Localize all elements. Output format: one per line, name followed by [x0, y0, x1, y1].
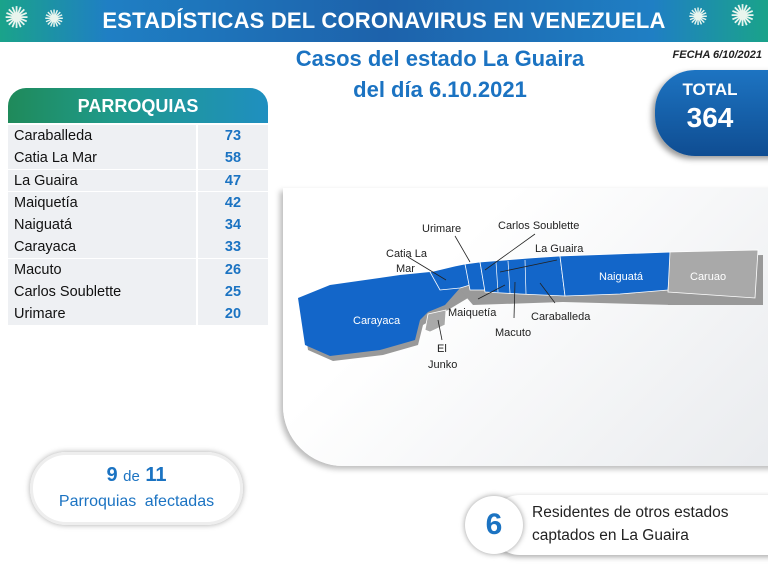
parroquia-count: 47	[198, 169, 268, 192]
parroquia-name: Caraballeda	[8, 125, 196, 147]
table-row: Maiquetía 42	[8, 191, 268, 214]
parroquias-table: Caraballeda 73 Catia La Mar 58 La Guaira 47…	[8, 125, 268, 326]
table-row: Urimare 20	[8, 303, 268, 326]
table-row: La Guaira 47	[8, 169, 268, 192]
residents-line1: Residentes de otros estados	[532, 504, 729, 521]
table-row: Carlos Soublette 25	[8, 281, 268, 303]
header-banner: ✺ ✺ ESTADÍSTICAS DEL CORONAVIRUS EN VENE…	[0, 0, 768, 42]
parroquia-count: 42	[198, 191, 268, 214]
parroquia-name: Catia La Mar	[8, 147, 196, 170]
page-title-line2: del día 6.10.2021	[353, 77, 527, 102]
table-row: Naiguatá 34	[8, 214, 268, 236]
affected-parishes-card: 9 de 11 Parroquias afectadas	[30, 452, 243, 525]
total-badge: TOTAL 364	[655, 70, 768, 156]
region-central	[479, 255, 566, 297]
parroquia-count: 25	[198, 281, 268, 303]
date-label: FECHA 6/10/2021	[672, 49, 762, 61]
map-label-carayaca: Carayaca	[353, 315, 401, 327]
parroquia-name: Macuto	[8, 258, 196, 281]
table-row: Catia La Mar 58	[8, 147, 268, 170]
parroquia-count: 58	[198, 147, 268, 170]
region-carayaca	[298, 272, 460, 356]
residents-card: Residentes de otros estados captados en L…	[490, 495, 768, 555]
map-label-maiquetia: Maiquetía	[448, 307, 497, 319]
parroquia-count: 26	[198, 258, 268, 281]
map-label-caruao: Caruao	[690, 271, 726, 283]
table-row: Carayaca 33	[8, 236, 268, 259]
total-label: TOTAL	[682, 80, 738, 99]
affected-count: 9	[106, 464, 118, 486]
map-label-caraballeda: Caraballeda	[531, 311, 591, 323]
map-label-el-junko: El	[437, 343, 447, 355]
region-caruao	[667, 249, 759, 299]
map-label-carlos-soublette: Carlos Soublette	[498, 220, 579, 232]
map-label-macuto: Macuto	[495, 327, 531, 339]
parroquias-header: PARROQUIAS	[8, 88, 268, 123]
virus-icon: ✺	[688, 4, 709, 31]
virus-icon: ✺	[730, 0, 756, 33]
region-naiguata	[559, 251, 673, 297]
parroquia-name: Urimare	[8, 303, 196, 326]
la-guaira-map: Urimare Carlos Soublette La Guaira Catia…	[298, 220, 763, 371]
region-el-junko	[424, 309, 447, 333]
map-label-catia-la-mar: Catia La	[386, 248, 428, 260]
parroquia-name: Naiguatá	[8, 214, 196, 236]
map-label-el-junko: Junko	[428, 359, 457, 371]
residents-line2: captados en La Guaira	[532, 527, 689, 544]
parroquia-count: 73	[198, 125, 268, 147]
virus-icon: ✺	[4, 2, 30, 35]
affected-label: Parroquias afectadas	[58, 493, 215, 510]
residents-count: 6	[465, 496, 523, 554]
parroquia-count: 20	[198, 303, 268, 326]
parroquia-count: 34	[198, 214, 268, 236]
virus-icon: ✺	[44, 6, 65, 33]
map-label-catia-la-mar: Mar	[396, 263, 415, 275]
affected-total: 11	[145, 464, 167, 486]
table-row: Caraballeda 73	[8, 125, 268, 147]
table-row: Macuto 26	[8, 258, 268, 281]
parroquia-name: Maiquetía	[8, 191, 196, 214]
map-panel: Urimare Carlos Soublette La Guaira Catia…	[283, 188, 768, 466]
map-label-urimare: Urimare	[422, 223, 461, 235]
parroquia-count: 33	[198, 236, 268, 259]
map-label-naiguata: Naiguatá	[599, 271, 644, 283]
parroquia-name: Carlos Soublette	[8, 281, 196, 303]
affected-de: de	[123, 468, 140, 485]
total-value: 364	[686, 102, 734, 133]
map-label-la-guaira: La Guaira	[535, 243, 584, 255]
parroquia-name: La Guaira	[8, 169, 196, 192]
parroquia-name: Carayaca	[8, 236, 196, 259]
page-title-line1: Casos del estado La Guaira	[295, 46, 585, 71]
banner-title: ESTADÍSTICAS DEL CORONAVIRUS EN VENEZUEL…	[102, 8, 666, 33]
